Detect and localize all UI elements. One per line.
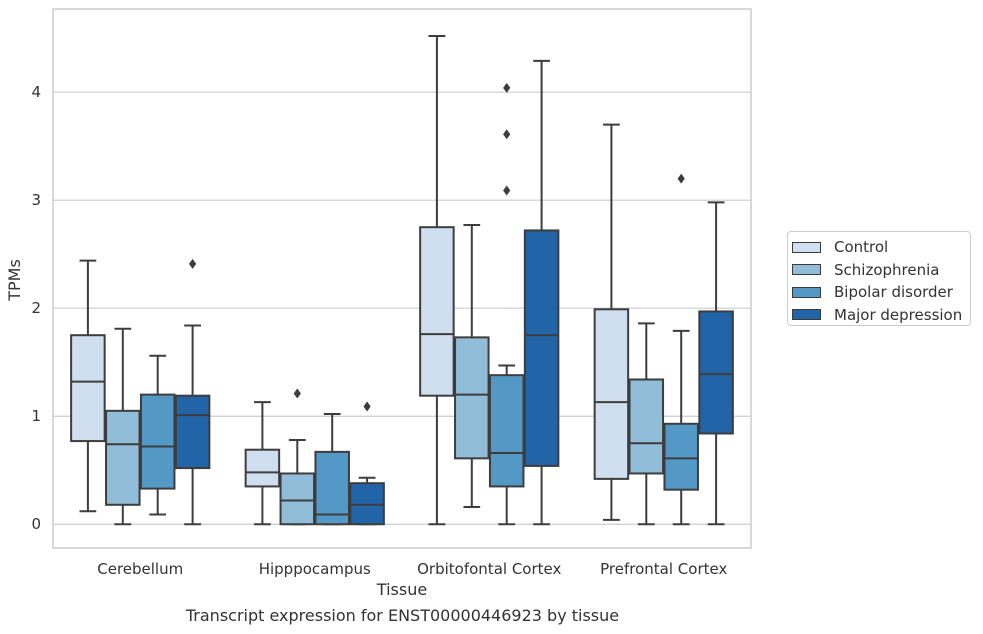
box-iqr [174, 394, 211, 470]
x-tick-label: Orbitofontal Cortex [417, 560, 561, 578]
legend-item: Major depression [792, 304, 970, 327]
legend: Control Schizophrenia Bipolar disorder M… [787, 231, 971, 326]
box-schizophrenia [279, 388, 316, 526]
box-iqr [314, 450, 350, 526]
outlier-point [503, 185, 511, 196]
box-iqr [454, 336, 490, 460]
box-iqr [139, 393, 176, 490]
box-iqr [523, 229, 560, 467]
box-iqr [105, 409, 141, 506]
box-schizophrenia [454, 224, 490, 508]
box-major-depression [349, 401, 385, 526]
x-tick-labels: Cerebellum Hipppocampus Orbitofontal Corte… [97, 560, 727, 578]
outlier-point [189, 258, 197, 269]
outlier-point [293, 388, 301, 399]
figure-caption: Transcript expression for ENST0000044692… [185, 606, 620, 625]
box-major-depression [174, 258, 211, 526]
y-tick-label: 0 [31, 515, 41, 533]
x-axis-label: Tissue [376, 580, 427, 599]
box-iqr [663, 422, 699, 491]
box-iqr [279, 472, 316, 526]
box-major-depression [523, 59, 560, 526]
outlier-point [503, 82, 511, 93]
legend-swatch-bipolar-disorder [792, 286, 821, 298]
legend-item: Schizophrenia [792, 259, 970, 282]
box-iqr [698, 310, 734, 435]
box-series [70, 35, 734, 526]
x-tick-label: Prefrontal Cortex [600, 560, 727, 578]
box-control [419, 35, 455, 526]
outlier-point [677, 173, 685, 184]
box-control [244, 401, 281, 526]
y-tick-label: 2 [31, 299, 41, 317]
box-iqr [628, 378, 665, 475]
x-tick-label: Cerebellum [97, 560, 183, 578]
box-iqr [419, 226, 455, 397]
legend-label: Schizophrenia [834, 260, 940, 279]
box-iqr [349, 482, 385, 526]
box-bipolar-disorder [488, 82, 525, 526]
box-bipolar-disorder [663, 173, 699, 526]
box-major-depression [698, 201, 734, 526]
outlier-point [503, 129, 511, 140]
box-bipolar-disorder [139, 354, 176, 516]
box-iqr [70, 334, 106, 443]
box-iqr [244, 448, 281, 488]
legend-item: Control [792, 236, 970, 259]
legend-label: Major depression [834, 305, 963, 324]
box-schizophrenia [628, 322, 665, 526]
box-iqr [593, 308, 630, 480]
box-iqr [488, 374, 525, 488]
outlier-point [363, 401, 371, 412]
y-tick-labels: 0 1 2 3 4 [31, 83, 41, 533]
legend-item: Bipolar disorder [792, 281, 970, 304]
legend-swatch-major-depression [792, 309, 821, 321]
legend-swatch-schizophrenia [792, 264, 821, 276]
x-tick-label: Hipppocampus [259, 560, 371, 578]
y-tick-label: 4 [31, 83, 41, 101]
box-control [70, 259, 106, 513]
legend-swatch-control [792, 241, 821, 253]
legend-label: Control [834, 238, 889, 257]
y-tick-label: 3 [31, 191, 41, 209]
legend-label: Bipolar disorder [834, 283, 953, 302]
box-bipolar-disorder [314, 413, 350, 526]
box-control [593, 123, 630, 521]
y-tick-label: 1 [31, 407, 41, 425]
box-schizophrenia [105, 327, 141, 526]
y-axis-label: TPMs [5, 259, 24, 302]
